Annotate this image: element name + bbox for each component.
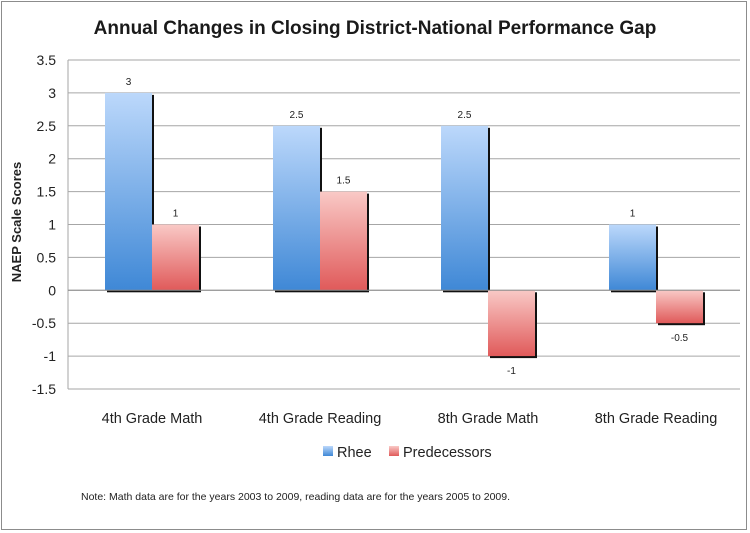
bars <box>68 92 740 359</box>
category-label: 4th Grade Reading <box>259 411 382 427</box>
data-label-rhee: 2.5 <box>458 110 472 121</box>
bar-rhee <box>609 224 656 291</box>
y-tick-label: 1.5 <box>37 184 57 200</box>
bar-predecessors <box>152 224 199 291</box>
chart-note: Note: Math data are for the years 2003 t… <box>81 491 510 503</box>
y-tick-label: 3.5 <box>37 52 57 68</box>
y-tick-label: -1 <box>44 348 57 364</box>
legend-label-rhee: Rhee <box>337 445 372 461</box>
data-label-predecessors: 1 <box>173 209 179 220</box>
data-label-rhee: 1 <box>630 209 636 220</box>
bar-rhee <box>273 125 320 291</box>
y-tick-label: 0.5 <box>37 249 57 265</box>
bar-rhee <box>441 125 488 291</box>
y-tick-label: 2 <box>48 151 56 167</box>
y-tick-label: -1.5 <box>32 381 56 397</box>
bar-predecessors <box>320 191 367 291</box>
category-labels: 4th Grade Math 4th Grade Reading 8th Grade… <box>102 411 718 427</box>
data-label-predecessors: -1 <box>507 366 516 377</box>
data-label-predecessors: 1.5 <box>337 176 351 187</box>
data-label-predecessors: -0.5 <box>671 333 689 344</box>
data-label-rhee: 2.5 <box>290 110 304 121</box>
y-tick-label: 1 <box>48 217 56 233</box>
data-labels: 3 1 2.5 1.5 2.5 -1 1 -0.5 <box>126 77 689 377</box>
data-label-rhee: 3 <box>126 77 132 88</box>
legend-swatch-predecessors <box>389 446 399 456</box>
chart-title: Annual Changes in Closing District-Natio… <box>94 18 657 39</box>
bar-rhee <box>105 92 152 291</box>
y-tick-label: -0.5 <box>32 315 56 331</box>
bar-predecessors <box>488 290 535 357</box>
bar-predecessors <box>656 290 703 324</box>
y-tick-label: 3 <box>48 85 56 101</box>
legend: Rhee Predecessors <box>323 445 492 461</box>
legend-swatch-rhee <box>323 446 333 456</box>
category-label: 4th Grade Math <box>102 411 203 427</box>
legend-label-predecessors: Predecessors <box>403 445 492 461</box>
y-tick-label: 2.5 <box>37 118 57 134</box>
y-axis-label: NAEP Scale Scores <box>9 162 24 282</box>
y-tick-labels: 3.5 3 2.5 2 1.5 1 0.5 0 -0.5 -1 -1.5 <box>32 52 56 397</box>
y-tick-label: 0 <box>48 282 56 298</box>
category-label: 8th Grade Math <box>438 411 539 427</box>
category-label: 8th Grade Reading <box>595 411 718 427</box>
